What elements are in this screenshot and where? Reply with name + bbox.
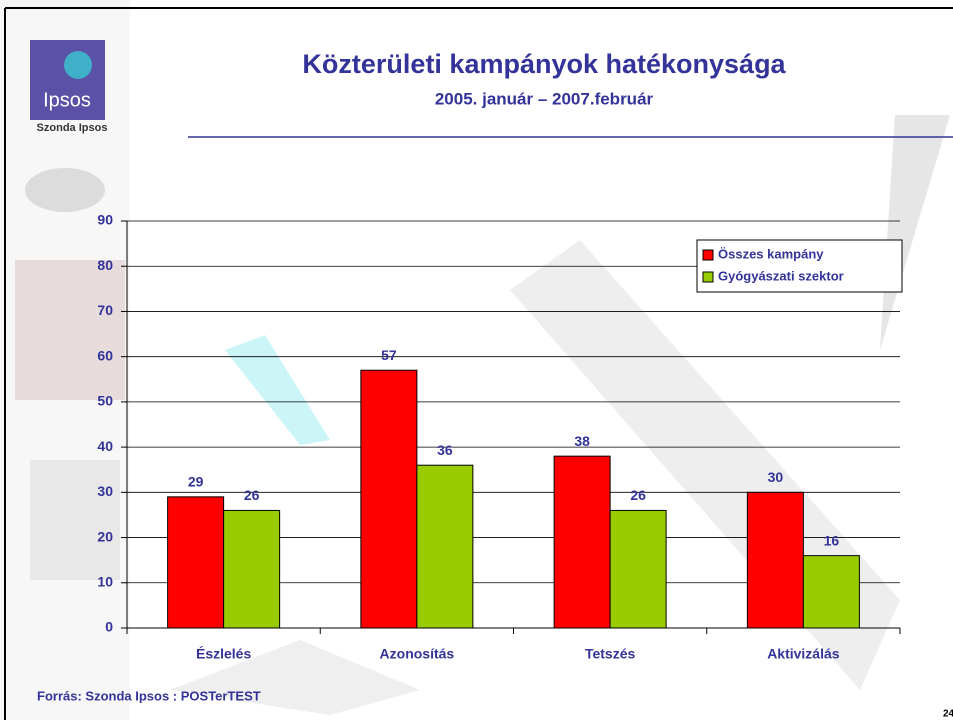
logo-brand: Ipsos [43,89,91,111]
bar [167,496,225,629]
decor [170,640,420,715]
bar [223,509,281,629]
bar [553,455,611,629]
data-label: 57 [381,347,397,363]
bar [746,491,804,629]
decor [15,260,125,400]
y-tick-label: 80 [97,257,113,273]
legend-label: Gyógyászati szektor [718,268,844,283]
y-tick-label: 50 [97,393,113,409]
chart-title: Közterületi kampányok hatékonysága [302,49,786,79]
y-tick-label: 70 [97,302,113,318]
y-tick-label: 20 [97,528,113,544]
logo-caption: Szonda Ipsos [37,122,108,134]
data-label: 26 [244,487,260,503]
y-tick-label: 0 [105,619,113,635]
y-tick-label: 10 [97,573,113,589]
bar [609,509,667,629]
legend-box [696,239,903,293]
legend-swatch [702,271,714,283]
data-label: 29 [188,474,204,490]
decor [30,460,120,580]
source: Forrás: Szonda Ipsos : POSTerTEST [37,688,261,703]
y-tick-label: 60 [97,347,113,363]
legend-swatch [702,249,714,261]
chart-subtitle: 2005. január – 2007.február [435,89,654,108]
y-tick-label: 40 [97,438,113,454]
bar [802,555,860,629]
y-tick-label: 90 [97,212,113,228]
data-label: 30 [768,469,784,485]
logo-box [30,40,105,120]
legend-label: Összes kampány [718,246,824,261]
x-tick-label: Tetszés [585,646,636,662]
decor [225,335,330,445]
data-label: 26 [630,487,646,503]
logo-icon [64,51,92,79]
x-tick-label: Azonosítás [380,646,455,662]
page-number: 24 [943,709,953,720]
data-label: 38 [574,433,590,449]
data-label: 36 [437,442,453,458]
bar [416,464,474,629]
y-tick-label: 30 [97,483,113,499]
decor [25,168,105,212]
data-label: 16 [824,532,840,548]
x-tick-label: Észlelés [196,646,251,662]
bar [360,369,418,629]
x-tick-label: Aktivizálás [767,646,840,662]
